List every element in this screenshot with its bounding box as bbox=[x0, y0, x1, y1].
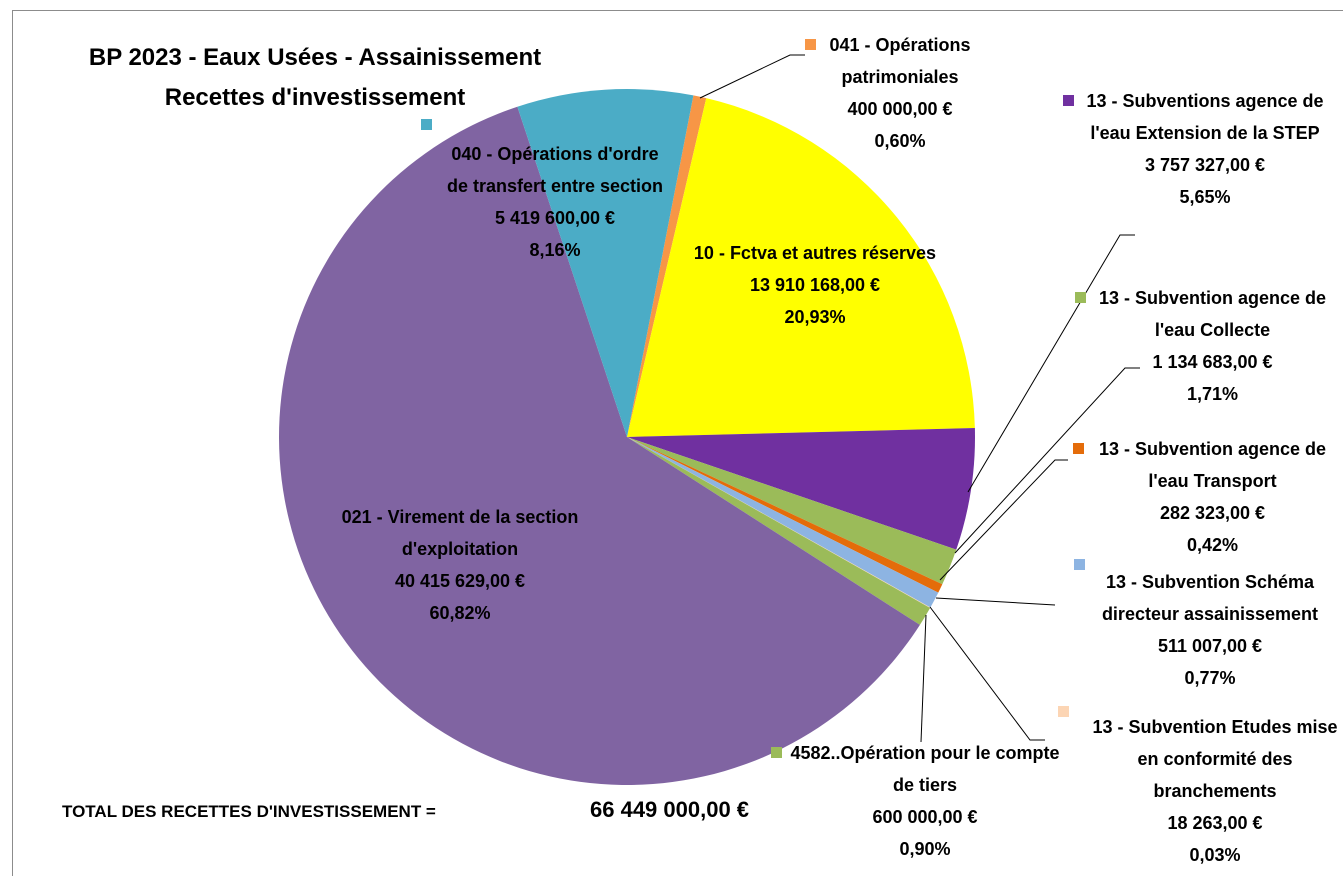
leader-line bbox=[699, 54, 805, 99]
legend-swatch bbox=[805, 39, 816, 50]
data-label: 021 - Virement de la section d'exploitat… bbox=[320, 501, 600, 629]
data-label: 13 - Subvention Etudes mise en conformit… bbox=[1080, 711, 1343, 871]
total-value: 66 449 000,00 € bbox=[590, 797, 750, 822]
value-label: 511 007,00 € bbox=[1157, 636, 1263, 656]
category-name: 040 - Opérations d'ordre de transfert en… bbox=[446, 144, 664, 196]
data-label: 13 - Subvention Schéma directeur assaini… bbox=[1090, 566, 1330, 694]
legend-swatch bbox=[771, 747, 782, 758]
slices bbox=[278, 88, 975, 786]
percent-label: 0,42% bbox=[1186, 535, 1239, 555]
data-label: 13 - Subventions agence de l'eau Extensi… bbox=[1065, 85, 1343, 213]
pie-slice bbox=[517, 88, 694, 437]
value-label: 3 757 327,00 € bbox=[1144, 155, 1266, 175]
chart-subtitle: Recettes d'investissement bbox=[164, 84, 466, 111]
leader-line bbox=[929, 606, 1045, 741]
legend-swatch bbox=[1058, 706, 1069, 717]
percent-label: 5,65% bbox=[1179, 187, 1231, 207]
category-name: 13 - Subvention Etudes mise en conformit… bbox=[1092, 717, 1338, 801]
value-label: 18 263,00 € bbox=[1167, 813, 1263, 833]
pie-slice bbox=[627, 437, 943, 593]
value-label: 282 323,00 € bbox=[1159, 503, 1266, 523]
value-label: 40 415 629,00 € bbox=[394, 571, 526, 591]
chart-title: BP 2023 - Eaux Usées - Assainissement bbox=[88, 44, 542, 71]
pie-slice bbox=[627, 437, 931, 625]
category-name: 10 - Fctva et autres réserves bbox=[693, 243, 937, 263]
pie-slice bbox=[627, 98, 975, 438]
value-label: 13 910 168,00 € bbox=[749, 275, 881, 295]
category-name: 13 - Subventions agence de l'eau Extensi… bbox=[1086, 91, 1324, 143]
leader-line bbox=[967, 234, 1135, 493]
percent-label: 0,90% bbox=[899, 839, 951, 859]
value-label: 600 000,00 € bbox=[872, 807, 978, 827]
legend-swatch bbox=[421, 119, 432, 130]
percent-label: 20,93% bbox=[784, 307, 846, 327]
legend-swatch bbox=[1063, 95, 1074, 106]
value-label: 400 000,00 € bbox=[847, 99, 953, 119]
data-label: 10 - Fctva et autres réserves 13 910 168,… bbox=[690, 237, 940, 333]
data-label: 13 - Subvention agence de l'eau Transpor… bbox=[1080, 433, 1343, 561]
value-label: 5 419 600,00 € bbox=[494, 208, 616, 228]
data-label: 13 - Subvention agence de l'eau Collecte… bbox=[1080, 282, 1343, 410]
percent-label: 0,77% bbox=[1184, 668, 1236, 688]
category-name: 041 - Opérations patrimoniales bbox=[829, 35, 971, 87]
percent-label: 8,16% bbox=[529, 240, 581, 260]
percent-label: 60,82% bbox=[429, 603, 491, 623]
title-block: BP 2023 - Eaux Usées - Assainissement Re… bbox=[20, 38, 610, 118]
pie-slice bbox=[627, 428, 975, 550]
category-name: 13 - Subvention agence de l'eau Transpor… bbox=[1098, 439, 1327, 491]
legend-swatch bbox=[1074, 559, 1085, 570]
percent-label: 1,71% bbox=[1186, 384, 1239, 404]
category-name: 13 - Subvention Schéma directeur assaini… bbox=[1101, 572, 1319, 624]
leader-line bbox=[935, 597, 1056, 606]
category-name: 4582..Opération pour le compte de tiers bbox=[790, 743, 1060, 795]
percent-label: 0,60% bbox=[874, 131, 926, 151]
leader-line bbox=[954, 367, 1140, 554]
pie-slice bbox=[627, 437, 931, 608]
leader-line bbox=[939, 459, 1068, 581]
pie-slice bbox=[627, 437, 957, 585]
legend-swatch bbox=[1073, 443, 1084, 454]
category-name: 13 - Subvention agence de l'eau Collecte bbox=[1098, 288, 1327, 340]
category-name: 021 - Virement de la section d'exploitat… bbox=[341, 507, 579, 559]
data-label: 4582..Opération pour le compte de tiers 6… bbox=[790, 737, 1060, 865]
total-label: TOTAL DES RECETTES D'INVESTISSEMENT = bbox=[62, 802, 436, 821]
data-label: 040 - Opérations d'ordre de transfert en… bbox=[440, 138, 670, 266]
chart-frame bbox=[12, 10, 1343, 876]
pie-slice bbox=[627, 437, 939, 608]
leader-line bbox=[920, 614, 927, 743]
value-label: 1 134 683,00 € bbox=[1152, 352, 1273, 372]
pie-slice bbox=[627, 95, 707, 437]
leader-lines bbox=[699, 54, 1140, 743]
legend-swatch bbox=[1075, 292, 1086, 303]
pie-slice bbox=[278, 106, 920, 786]
percent-label: 0,03% bbox=[1189, 845, 1241, 865]
data-label: 041 - Opérations patrimoniales 400 000,00… bbox=[800, 29, 1000, 157]
